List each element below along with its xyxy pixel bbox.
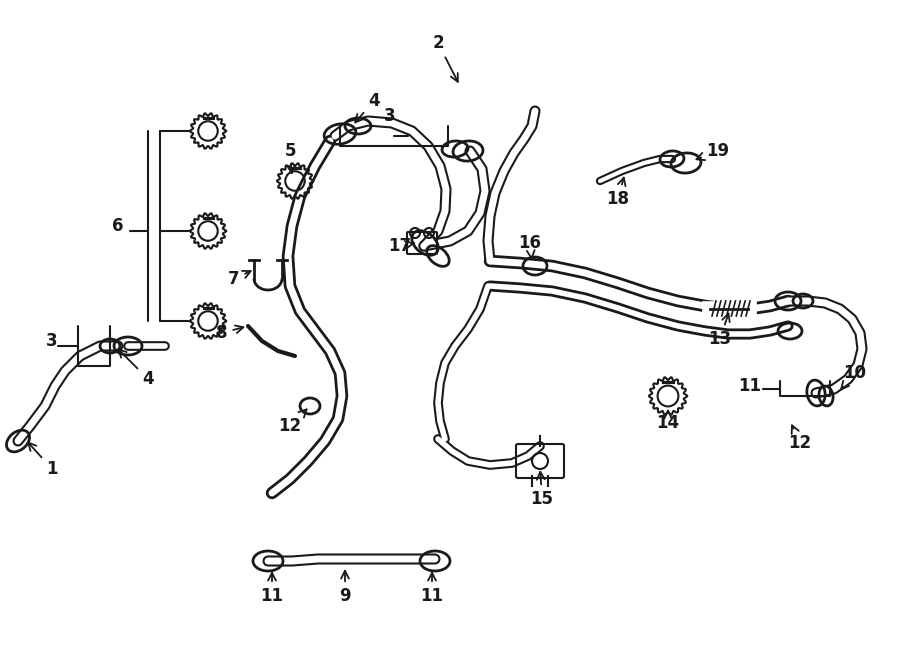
Text: 12: 12 [278, 409, 307, 435]
Text: 2: 2 [432, 34, 458, 82]
Text: 19: 19 [697, 142, 730, 160]
Text: 9: 9 [339, 571, 351, 605]
Text: 6: 6 [112, 217, 124, 235]
Text: 13: 13 [708, 313, 732, 348]
Text: 7: 7 [229, 270, 251, 288]
Text: 12: 12 [788, 426, 812, 452]
Text: 1: 1 [28, 443, 58, 478]
Text: 3: 3 [46, 332, 58, 350]
Text: 4: 4 [356, 92, 380, 122]
Text: 10: 10 [842, 364, 867, 389]
Text: 8: 8 [216, 324, 243, 342]
Text: 4: 4 [119, 350, 154, 388]
Text: 16: 16 [518, 234, 542, 258]
Text: 5: 5 [284, 142, 296, 173]
Text: 18: 18 [607, 178, 629, 208]
Text: 11: 11 [739, 377, 761, 395]
Text: 11: 11 [260, 573, 284, 605]
Text: 17: 17 [389, 237, 414, 255]
Text: 15: 15 [530, 472, 554, 508]
Text: 11: 11 [420, 573, 444, 605]
Text: 14: 14 [656, 410, 680, 432]
Text: 3: 3 [384, 107, 396, 125]
